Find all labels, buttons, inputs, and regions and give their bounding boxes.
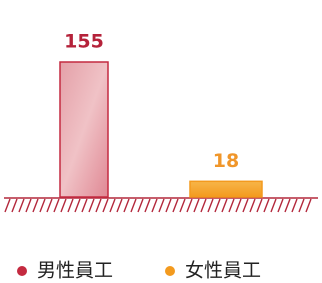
legend-marker	[17, 266, 27, 276]
bar	[60, 62, 108, 197]
page: 155男性員工18女性員工 (() => { const data = JSON…	[0, 0, 322, 283]
chart: 155 男性員工 18 女性員工	[0, 0, 322, 283]
legend-marker	[165, 266, 175, 276]
value-label: 18	[213, 150, 239, 172]
legend-label: 女性員工	[185, 260, 261, 282]
bar	[190, 181, 262, 197]
legend-label: 男性員工	[37, 260, 113, 282]
value-label: 155	[64, 31, 104, 53]
ground	[4, 198, 318, 212]
